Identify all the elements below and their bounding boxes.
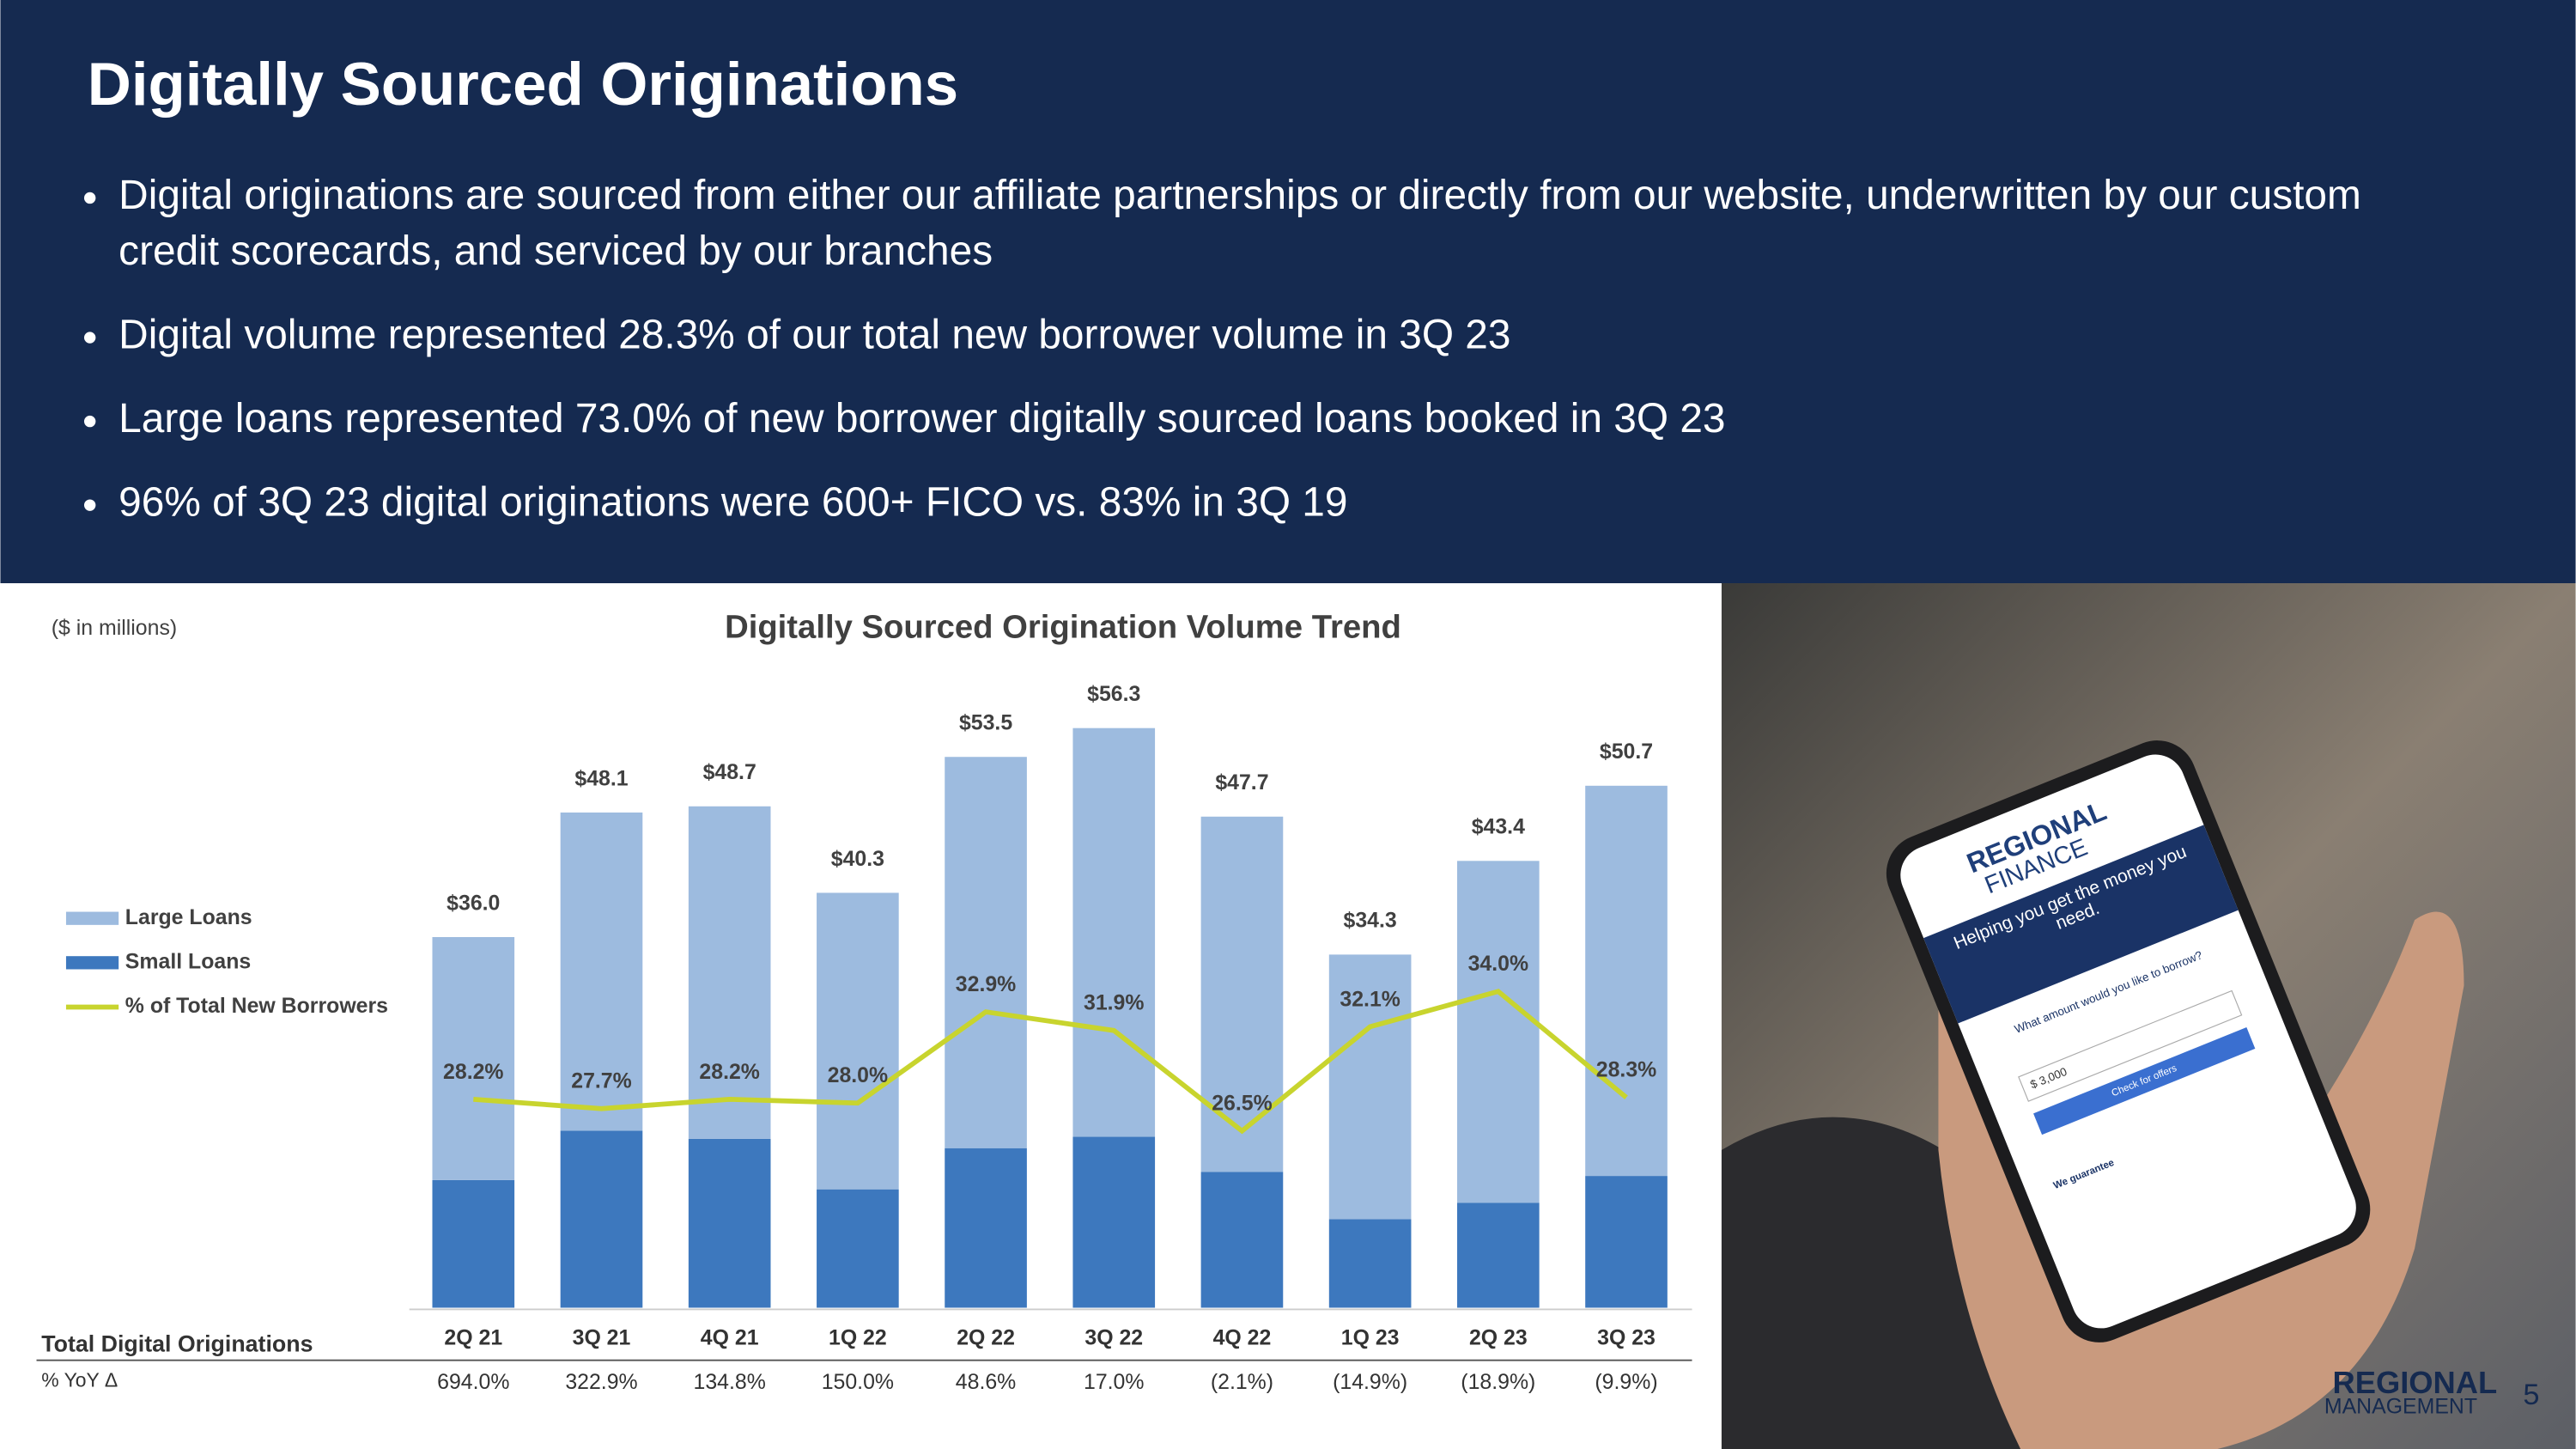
total-label: $34.3 [1344,909,1397,933]
yoy-value: (9.9%) [1595,1370,1657,1394]
bar-segment [817,892,899,1190]
bar-segment [688,1138,771,1308]
line-label: 28.2% [443,1060,504,1084]
legend-label: % of Total New Borrowers [125,994,388,1018]
bullet: Large loans represented 73.0% of new bor… [118,391,2411,447]
chart-title: Digitally Sourced Origination Volume Tre… [725,609,1401,646]
line-label: 31.9% [1084,991,1145,1015]
legend-label: Large Loans [125,905,252,929]
line-label: 32.9% [956,972,1017,996]
x-tick-label: 3Q 22 [1084,1325,1143,1349]
line-label: 28.3% [1596,1058,1657,1082]
logo-bottom: MANAGEMENT [2324,1395,2477,1419]
total-label: $36.0 [447,891,500,915]
yoy-value: 694.0% [437,1370,509,1394]
total-label: $43.4 [1472,815,1525,839]
total-label: $50.7 [1600,740,1653,764]
total-label: $48.7 [703,760,756,784]
legend-label: Small Loans [125,949,251,973]
line-label: 26.5% [1212,1092,1273,1116]
total-label: $48.1 [574,766,628,790]
bar-segment [1585,1176,1668,1308]
x-tick-label: 2Q 23 [1469,1325,1528,1349]
x-tick-label: 3Q 23 [1597,1325,1656,1349]
bullet: Digital volume represented 28.3% of our … [118,307,2411,363]
row-title: Total Digital Originations [41,1331,313,1357]
line-label: 28.2% [699,1060,760,1084]
bar-segment [1457,1202,1540,1308]
line-label: 32.1% [1340,987,1400,1011]
yoy-label: % YoY Δ [41,1369,118,1391]
x-tick-label: 3Q 21 [573,1325,631,1349]
bar-segment [945,1148,1027,1308]
line-series [473,989,1628,1135]
phone: REGIONAL FINANCE Helping you get the mon… [1886,740,2371,1342]
bar-segment [1072,1136,1156,1308]
yoy-value: 322.9% [565,1370,637,1394]
offer-button [2033,1027,2256,1135]
bar-segment [688,806,771,1139]
yoy-value: (2.1%) [1211,1370,1273,1394]
bar-segment [817,1189,899,1308]
bar-segment [432,1179,515,1308]
yoy-value: (14.9%) [1333,1370,1407,1394]
yoy-value: 134.8% [694,1370,766,1394]
bar-segment [1200,816,1284,1172]
total-label: $47.7 [1215,770,1268,795]
bar-segment [1328,1219,1412,1308]
x-tick-label: 1Q 23 [1341,1325,1400,1349]
bar-segment [1328,954,1412,1220]
total-label: $53.5 [959,711,1012,735]
page-title: Digitally Sourced Originations [88,50,958,118]
yoy-value: 48.6% [956,1370,1017,1394]
yoy-value: 17.0% [1084,1370,1145,1394]
photo: REGIONAL FINANCE Helping you get the mon… [1721,583,2576,1449]
bar-segment [1200,1172,1284,1308]
page-number: 5 [2523,1379,2539,1411]
yoy-value: (18.9%) [1461,1370,1535,1394]
amount-field [2018,989,2243,1102]
yoy-value: 150.0% [822,1370,894,1394]
x-tick-label: 2Q 22 [957,1325,1015,1349]
total-label: $56.3 [1087,682,1140,706]
total-label: $40.3 [831,847,884,871]
line-label: 34.0% [1468,952,1529,976]
bar-segment [432,937,515,1180]
bar-segment [945,757,1027,1148]
x-tick-label: 4Q 21 [701,1325,759,1349]
unit-note: ($ in millions) [52,616,177,640]
bar-segment [560,1130,643,1308]
bar-segment [1072,728,1156,1137]
bullet: 96% of 3Q 23 digital originations were 6… [118,475,2411,531]
bar-segment [1457,861,1540,1203]
bullet: Digital originations are sourced from ei… [118,167,2411,279]
x-tick-label: 1Q 22 [829,1325,887,1349]
x-tick-label: 4Q 22 [1213,1325,1272,1349]
x-tick-label: 2Q 21 [444,1325,502,1349]
bullet-list: Digital originations are sourced from ei… [79,167,2411,531]
header-band [0,0,2576,584]
bullets: Digital originations are sourced from ei… [79,167,2411,562]
logo-top: REGIONAL [2332,1365,2497,1400]
hero [1923,825,2239,1024]
line-label: 28.0% [828,1063,888,1087]
bar-segment [560,812,643,1131]
line-label: 27.7% [571,1069,631,1093]
legend-swatch [65,911,119,925]
bar-segment [1585,785,1668,1177]
legend-swatch [65,956,119,970]
